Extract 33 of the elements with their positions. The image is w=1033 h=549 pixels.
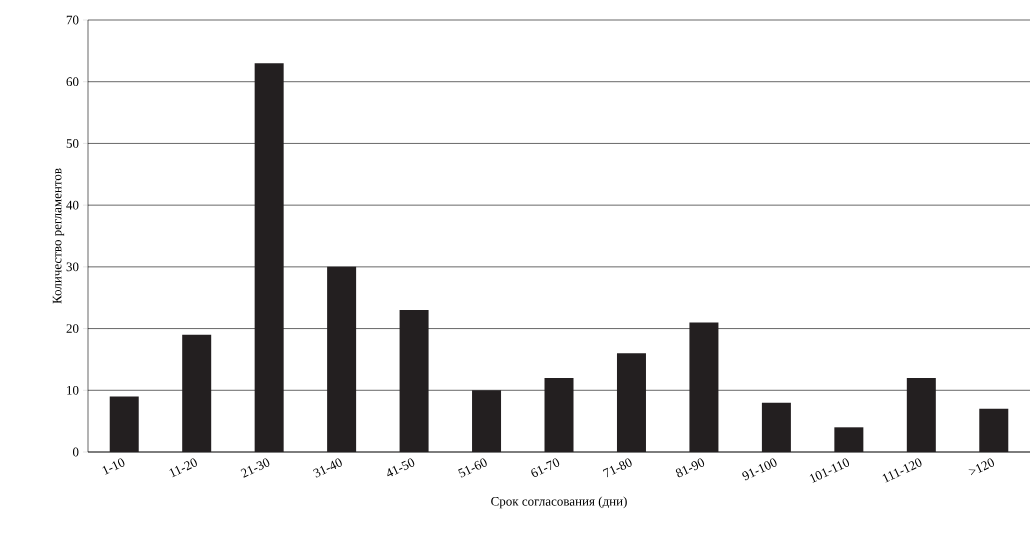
x-axis-title: Срок согласования (дни) [491,496,627,509]
y-tick-label: 10 [67,385,79,395]
bar [182,334,212,452]
x-tick-label: 31-40 [313,458,342,478]
y-tick-label: 50 [66,139,79,148]
bar [616,353,646,452]
x-tick-label: 41-50 [387,458,415,477]
y-axis-title: Количество регламентов [52,168,65,304]
x-tick-label: 71-80 [602,458,632,478]
bar [109,396,139,452]
bar [979,408,1009,452]
y-tick-label: 0 [72,447,79,457]
bar [327,266,357,452]
bar [834,427,864,452]
x-tick-label: 81-90 [675,458,705,478]
bar [254,63,284,452]
y-tick-label: 70 [66,15,79,25]
y-tick-label: 20 [66,324,79,333]
x-tick-label: 11-20 [169,458,197,478]
x-tick-label: >120 [968,458,995,476]
x-tick-label: 21-30 [240,458,270,478]
bar [906,377,936,452]
bar [689,322,719,452]
bar [472,390,502,452]
x-tick-label: 61-70 [531,458,560,477]
y-tick-label: 40 [66,200,79,210]
bar [399,310,429,452]
x-tick-label: 1-10 [102,458,125,475]
y-tick-label: 60 [66,77,79,87]
y-tick-label: 30 [66,262,79,272]
bar [544,377,574,452]
x-tick-label: 51-60 [458,458,487,478]
bar [761,402,791,452]
